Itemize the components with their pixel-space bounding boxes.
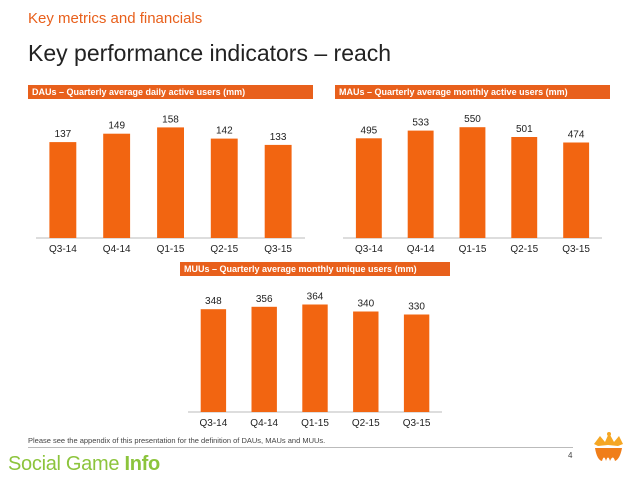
dau-tick-label: Q1-15 (157, 244, 185, 255)
muu-tick-label: Q3-15 (403, 418, 431, 429)
mau-data-label: 495 (361, 125, 378, 136)
muu-data-label: 348 (205, 296, 222, 307)
muu-tick-label: Q2-15 (352, 418, 380, 429)
footer-divider (28, 447, 573, 448)
muu-data-label: 356 (256, 294, 273, 305)
dau-bar-Q2-15 (210, 138, 238, 238)
dau-data-label: 142 (216, 126, 233, 137)
mau-tick-label: Q3-14 (355, 244, 383, 255)
mau-bar-Q3-15 (563, 142, 590, 238)
dau-bar-Q3-14 (49, 142, 77, 238)
muu-tick-label: Q4-14 (250, 418, 278, 429)
muu-bar-Q2-15 (353, 311, 379, 412)
mau-data-label: 501 (516, 124, 533, 135)
dau-data-label: 133 (270, 132, 287, 143)
dau-chart-title: DAUs – Quarterly average daily active us… (28, 85, 313, 99)
dau-tick-label: Q4-14 (103, 244, 131, 255)
brand-name-part2: Info (124, 453, 160, 475)
brand-watermark: Social Game Info (8, 453, 160, 476)
muu-tick-label: Q1-15 (301, 418, 329, 429)
dau-data-label: 137 (55, 129, 72, 140)
dau-bar-chart: 137 Q3-14 149 Q4-14 158 Q1-15 142 Q2-15 133 Q3-15 (36, 114, 305, 255)
muu-bar-Q3-14 (200, 309, 227, 412)
dau-chart-panel: DAUs – Quarterly average daily active us… (28, 85, 313, 260)
mau-bar-chart: 495 Q3-14 533 Q4-14 550 Q1-15 501 Q2-15 474 Q3-15 (343, 114, 602, 255)
dau-tick-label: Q2-15 (210, 244, 238, 255)
mau-bar-Q3-14 (355, 138, 382, 239)
muu-data-label: 364 (307, 292, 324, 303)
brand-name-part1: Social Game (8, 453, 125, 475)
muu-bar-Q4-14 (251, 306, 277, 412)
mau-data-label: 550 (464, 114, 481, 125)
dau-tick-label: Q3-15 (264, 244, 292, 255)
muu-tick-label: Q3-14 (200, 418, 228, 429)
mau-tick-label: Q3-15 (562, 244, 590, 255)
dau-bar-Q1-15 (157, 127, 184, 238)
dau-bar-Q4-14 (103, 133, 131, 238)
king-crown-logo-icon (594, 432, 623, 461)
mau-chart-title: MAUs – Quarterly average monthly active … (335, 85, 610, 99)
muu-data-label: 330 (408, 302, 425, 313)
page-title: Key performance indicators – reach (28, 40, 392, 66)
mau-tick-label: Q1-15 (459, 244, 487, 255)
muu-bar-Q1-15 (302, 304, 328, 412)
mau-tick-label: Q4-14 (407, 244, 435, 255)
mau-data-label: 533 (412, 118, 429, 129)
muu-chart-panel: MUUs – Quarterly average monthly unique … (180, 262, 450, 434)
muu-data-label: 340 (357, 299, 374, 310)
mau-tick-label: Q2-15 (510, 244, 538, 255)
footnote: Please see the appendix of this presenta… (28, 436, 326, 445)
muu-bar-Q3-15 (403, 314, 430, 412)
section-title: Key metrics and financials (28, 10, 203, 27)
mau-data-label: 474 (568, 130, 585, 141)
dau-tick-label: Q3-14 (49, 244, 77, 255)
muu-chart-title: MUUs – Quarterly average monthly unique … (180, 262, 450, 276)
mau-chart-panel: MAUs – Quarterly average monthly active … (335, 85, 610, 260)
dau-data-label: 149 (108, 121, 125, 132)
muu-bar-chart: 348 Q3-14 356 Q4-14 364 Q1-15 340 Q2-15 330 Q3-15 (188, 292, 442, 429)
dau-data-label: 158 (162, 114, 179, 125)
page-number: 4 (568, 451, 573, 460)
mau-bar-Q1-15 (459, 127, 486, 238)
mau-bar-Q4-14 (407, 130, 434, 238)
dau-bar-Q3-15 (264, 144, 292, 238)
mau-bar-Q2-15 (511, 137, 538, 238)
